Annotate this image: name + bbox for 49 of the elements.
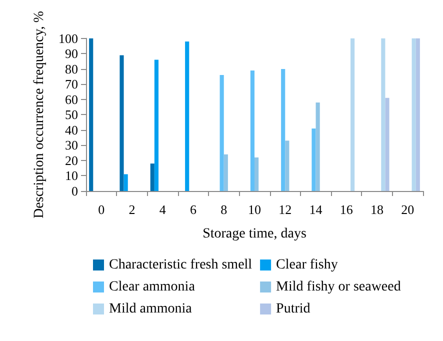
x-tick-label: 8 <box>220 202 228 217</box>
legend-label: Mild fishy or seaweed <box>276 280 401 294</box>
x-tick-label: 16 <box>340 202 354 217</box>
bar <box>154 60 159 191</box>
bar <box>316 102 320 191</box>
bar <box>416 38 420 191</box>
y-tick-label: 50 <box>65 107 78 122</box>
bar <box>220 75 224 191</box>
y-tick-label: 80 <box>65 61 78 76</box>
bar <box>385 98 390 191</box>
bar <box>381 38 386 191</box>
y-tick-label: 10 <box>65 168 78 184</box>
x-tick-label: 20 <box>401 202 414 217</box>
bar <box>250 70 254 191</box>
bar <box>254 157 259 191</box>
bar <box>124 174 128 191</box>
x-tick-label: 12 <box>278 202 292 217</box>
x-tick-label: 2 <box>128 202 136 217</box>
x-tick-label: 0 <box>98 202 105 217</box>
bar <box>281 68 286 191</box>
legend-label: Putrid <box>276 302 310 316</box>
legend-label: Characteristic fresh smell <box>109 258 252 272</box>
legend-label: Mild ammonia <box>109 302 193 316</box>
y-tick-label: 40 <box>65 122 78 138</box>
bar <box>89 38 94 191</box>
x-tick-label: 18 <box>370 202 384 217</box>
bar <box>120 55 124 191</box>
y-axis-title: Description occurrence frequency, % <box>32 10 48 218</box>
y-tick-label: 60 <box>65 92 78 107</box>
bar <box>224 154 228 191</box>
x-tick-label: 4 <box>159 202 166 217</box>
bar <box>285 140 290 191</box>
x-tick-label: 6 <box>190 202 197 217</box>
bar <box>412 38 416 191</box>
y-tick-label: 30 <box>65 138 78 153</box>
legend-label: Clear fishy <box>276 258 338 272</box>
y-tick-label: 70 <box>65 76 78 92</box>
bar <box>150 164 154 191</box>
y-tick-label: 90 <box>65 46 78 62</box>
x-tick-label: 10 <box>248 202 261 217</box>
legend-label: Clear ammonia <box>109 280 196 294</box>
y-tick-label: 100 <box>58 30 78 46</box>
y-tick-label: 0 <box>72 184 78 198</box>
x-tick-label: 14 <box>309 202 323 217</box>
bar <box>350 38 355 191</box>
x-axis-title: Storage time, days <box>202 226 306 242</box>
y-tick-label: 20 <box>65 152 78 168</box>
bar <box>185 41 190 191</box>
bar <box>312 128 316 191</box>
